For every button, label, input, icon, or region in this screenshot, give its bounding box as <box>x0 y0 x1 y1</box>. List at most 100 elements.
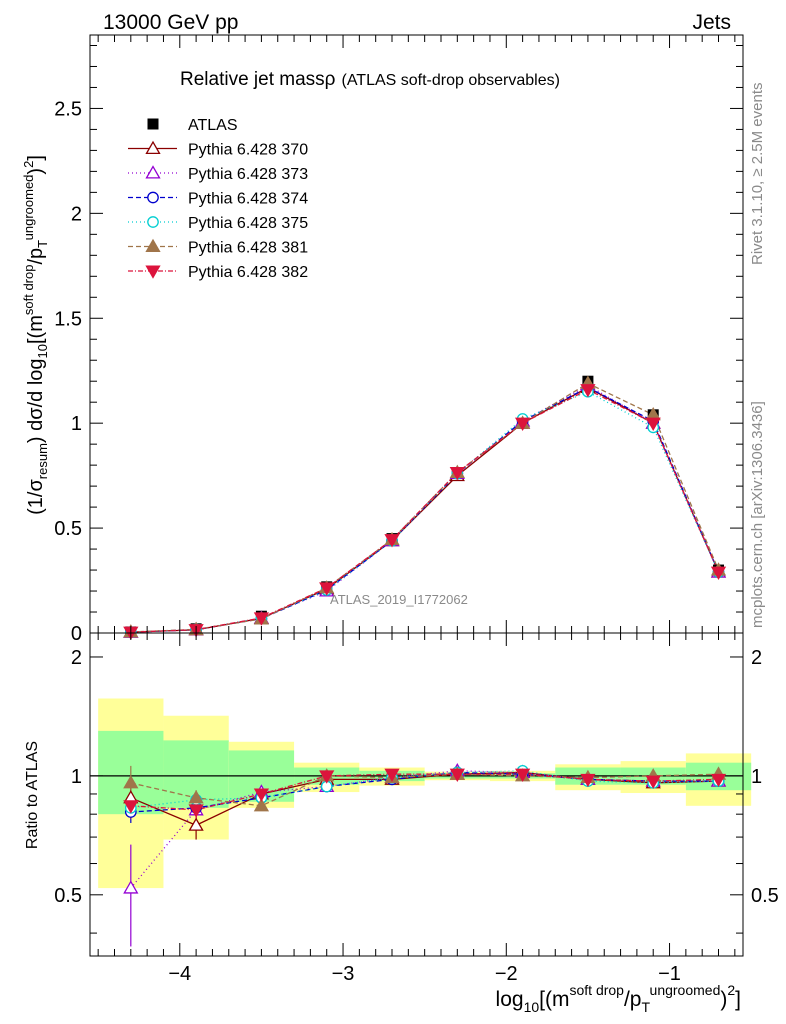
legend-p374-marker <box>147 191 159 204</box>
analysis-tag: ATLAS_2019_I1772062 <box>330 592 468 607</box>
main-ytick-label: 2.5 <box>54 98 82 120</box>
series-p382-line <box>130 388 720 633</box>
header-left: 13000 GeV pp <box>103 11 238 34</box>
ylabel-part: ) <box>25 168 47 175</box>
main-ytick-label: 0.5 <box>54 518 82 540</box>
ylabel-part: soft drop <box>21 265 36 316</box>
ratio-ytick-label-right: 0.5 <box>751 885 779 907</box>
ylabel-part: [(m <box>25 315 47 344</box>
ylabel-part: resum <box>35 443 50 479</box>
ratio-p375-line <box>130 770 719 809</box>
legend-p375-label: Pythia 6.428 375 <box>188 215 308 232</box>
chart-title-symbol: ρ <box>325 69 336 90</box>
ratio-bands-layer <box>90 698 752 889</box>
ylabel-part: (1/σ <box>25 479 47 515</box>
ylabel-part: 2 <box>21 161 36 168</box>
xlabel-part: ] <box>735 988 741 1011</box>
ratio-p370-line <box>130 771 719 826</box>
ratio-p381-point <box>253 797 270 812</box>
ylabel-part: T <box>35 240 50 248</box>
ratio-p382-point <box>580 773 596 788</box>
series-p382-point <box>384 534 400 548</box>
rivet-label: Rivet 3.1.10, ≥ 2.5M events <box>749 83 766 266</box>
ratio-p381-point <box>188 790 204 804</box>
legend-p374-label: Pythia 6.428 374 <box>188 191 308 208</box>
series-p382-point <box>514 417 531 431</box>
ratio-p370-point <box>188 817 204 831</box>
ratio-series-layer <box>123 763 727 947</box>
ratio-p382-point <box>449 768 465 782</box>
ylabel-part: /p <box>25 248 47 265</box>
series-p382-point <box>319 582 335 596</box>
legend-p370-label: Pythia 6.428 370 <box>188 142 308 159</box>
series-p382-point <box>580 384 596 398</box>
ratio-ytick-label: 2 <box>71 647 82 669</box>
main-ytick-label: 1 <box>71 413 82 435</box>
xlabel-part: soft drop <box>569 982 624 998</box>
ratio-xtick-label: −2 <box>495 963 518 985</box>
ratio-ytick-label-right: 2 <box>751 647 762 669</box>
chart-title-sub: (ATLAS soft-drop observables) <box>341 72 559 89</box>
xlabel-part: T <box>641 999 650 1015</box>
ratio-ytick-label-right: 1 <box>751 766 762 788</box>
header-right: Jets <box>692 11 731 34</box>
mcplots-label: mcplots.cern.ch [arXiv:1306.3436] <box>749 401 766 628</box>
ratio-p382-point <box>253 788 270 802</box>
xlabel-part: ungroomed <box>650 982 721 998</box>
ratio-p382-point <box>123 800 139 814</box>
ratio-p382-point <box>188 804 204 818</box>
xlabel-part: /p <box>624 988 642 1011</box>
ratio-p381-point <box>123 775 139 789</box>
ratio-p382-point <box>710 773 727 788</box>
ratio-p373-point <box>123 880 139 894</box>
xlabel-part: log <box>496 988 524 1011</box>
main-ytick-label: 0 <box>71 623 82 645</box>
ratio-xlabel: log10[(msoft drop/pTungroomed)2] <box>496 982 741 1015</box>
legend-p375-marker <box>147 216 159 228</box>
xlabel-part: 10 <box>524 999 540 1015</box>
legend-atlas-marker <box>147 118 159 130</box>
series-p382-point <box>449 466 465 481</box>
main-panel: 0 0.5 1 1.5 2 2.5 Relative jet massρ (ATLAS so… <box>21 34 744 645</box>
ratio-xtick-label: −4 <box>168 963 191 985</box>
legend-p373-label: Pythia 6.428 373 <box>188 166 308 183</box>
legend-p370-marker <box>145 140 161 155</box>
ratio-frame <box>89 632 744 957</box>
ratio-p382-point <box>384 768 400 782</box>
chart-title: Relative jet massρ (ATLAS soft-drop obser… <box>180 69 560 90</box>
ratio-p382-point <box>319 770 335 784</box>
ratio-p381-line <box>130 773 719 807</box>
legend: ATLAS Pythia 6.428 370 Pythia 6.428 373 Pyt… <box>128 117 308 281</box>
legend-atlas-label: ATLAS <box>188 117 238 134</box>
ratio-panel: 0.5 0.5 1 1 2 2 −4 −3 −2 −1 Ratio to ATLAS log10[… <box>24 632 779 1015</box>
series-p382-point <box>253 612 270 626</box>
legend-p381-marker <box>145 238 161 253</box>
xlabel-part: [(m <box>539 988 569 1011</box>
main-ylabel: (1/σresum) dσ/d log10[(msoft drop/pTungr… <box>21 155 50 515</box>
ratio-p382-point <box>514 768 531 782</box>
main-series-layer <box>123 375 727 640</box>
ylabel-part: ] <box>25 155 47 161</box>
ylabel-part: 10 <box>35 344 50 358</box>
ylabel-part: ) dσ/d log <box>25 358 47 443</box>
ratio-xtick-label: −1 <box>658 963 681 985</box>
ratio-p382-line <box>130 773 719 811</box>
ratio-p382-point <box>645 775 661 789</box>
legend-p382-label: Pythia 6.428 382 <box>188 264 308 281</box>
legend-p373-marker <box>145 165 161 179</box>
ratio-ytick-label: 1 <box>71 766 82 788</box>
chart-title-main: Relative jet mass <box>180 69 325 90</box>
series-p382-point <box>710 566 727 580</box>
xlabel-part: 2 <box>727 982 735 998</box>
main-ytick-label: 2 <box>71 203 82 225</box>
legend-p382-marker <box>145 265 161 279</box>
ratio-ylabel: Ratio to ATLAS <box>24 741 41 849</box>
ratio-ytick-label: 0.5 <box>54 885 82 907</box>
ratio-axes: 0.5 0.5 1 1 2 2 −4 −3 −2 −1 <box>54 633 779 985</box>
main-ytick-label: 1.5 <box>54 308 82 330</box>
legend-p381-label: Pythia 6.428 381 <box>188 240 308 257</box>
xlabel-part: ) <box>720 988 727 1011</box>
series-p382-point <box>645 417 661 431</box>
ratio-xtick-label: −3 <box>332 963 355 985</box>
